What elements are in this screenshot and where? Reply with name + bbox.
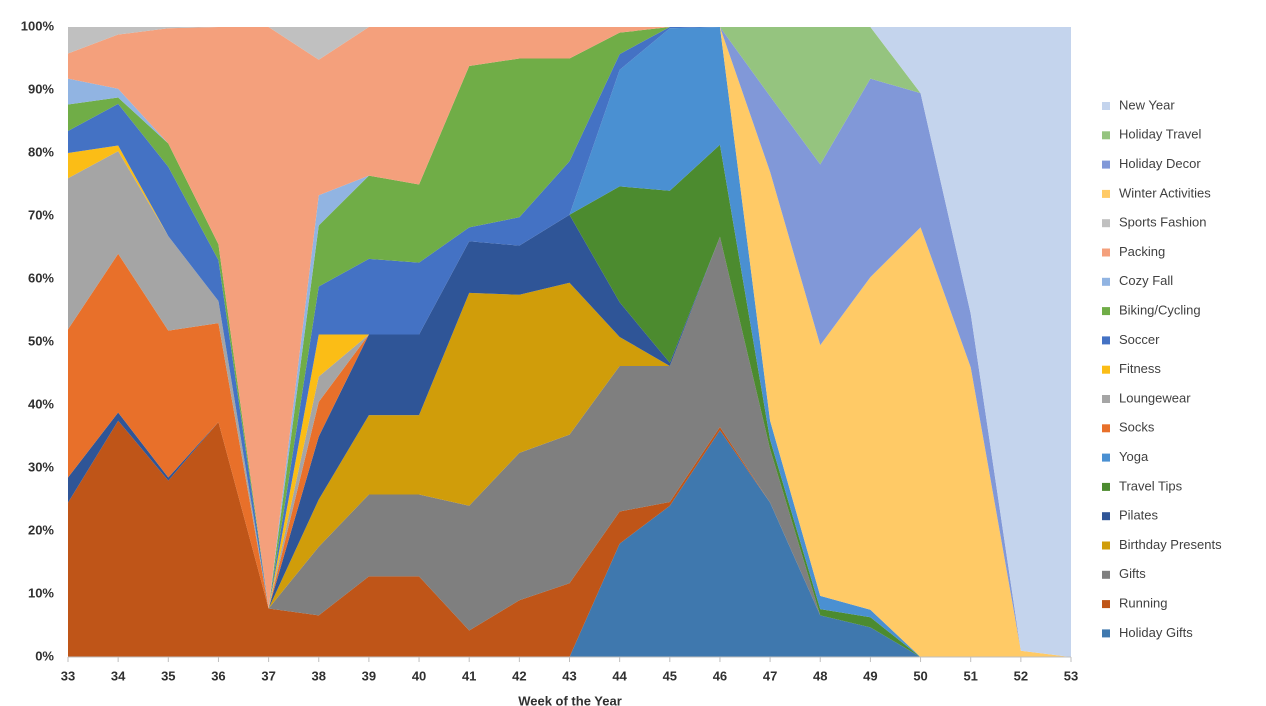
legend-swatch xyxy=(1102,453,1110,462)
legend-swatch xyxy=(1102,541,1110,550)
y-tick-label: 20% xyxy=(28,522,54,537)
area xyxy=(68,27,1071,657)
x-axis-label: Week of the Year xyxy=(518,693,622,706)
legend-swatch xyxy=(1102,219,1110,228)
x-tick-label: 39 xyxy=(362,668,376,683)
legend-label: Cozy Fall xyxy=(1119,273,1173,288)
legend-label: Holiday Decor xyxy=(1119,156,1201,171)
legend-swatch xyxy=(1102,131,1110,140)
y-tick-label: 10% xyxy=(28,585,54,600)
legend-label: Biking/Cycling xyxy=(1119,303,1201,318)
legend-label: Travel Tips xyxy=(1119,478,1183,493)
legend-swatch xyxy=(1102,277,1110,286)
legend-swatch xyxy=(1102,336,1110,345)
legend-label: New Year xyxy=(1119,97,1175,112)
y-tick-label: 60% xyxy=(28,270,54,285)
legend-swatch xyxy=(1102,365,1110,374)
x-tick-label: 52 xyxy=(1014,668,1028,683)
x-tick-label: 33 xyxy=(61,668,75,683)
y-tick-label: 0% xyxy=(35,648,54,663)
y-tick-label: 50% xyxy=(28,333,54,348)
legend-label: Birthday Presents xyxy=(1119,537,1222,552)
x-tick-label: 34 xyxy=(111,668,126,683)
y-tick-label: 100% xyxy=(21,18,55,33)
x-tick-label: 45 xyxy=(663,668,677,683)
area xyxy=(68,27,1071,657)
legend-label: Packing xyxy=(1119,244,1165,259)
y-tick-label: 70% xyxy=(28,207,54,222)
legend-label: Fitness xyxy=(1119,361,1161,376)
x-tick-label: 53 xyxy=(1064,668,1078,683)
legend-swatch xyxy=(1102,189,1110,198)
legend-label: Socks xyxy=(1119,420,1155,435)
legend-swatch xyxy=(1102,570,1110,579)
legend-swatch xyxy=(1102,395,1110,403)
x-tick-label: 38 xyxy=(312,668,326,683)
y-tick-label: 30% xyxy=(28,459,54,474)
legend-label: Running xyxy=(1119,596,1167,611)
y-tick-label: 90% xyxy=(28,81,54,96)
x-tick-label: 50 xyxy=(913,668,927,683)
x-tick-label: 42 xyxy=(512,668,526,683)
legend-label: Holiday Gifts xyxy=(1119,625,1193,640)
x-tick-label: 43 xyxy=(562,668,576,683)
x-tick-label: 36 xyxy=(211,668,225,683)
x-tick-label: 46 xyxy=(713,668,727,683)
area xyxy=(68,236,1071,658)
legend-swatch xyxy=(1102,248,1110,257)
legend-label: Loungewear xyxy=(1119,390,1191,405)
x-tick-label: 47 xyxy=(763,668,777,683)
legend-swatch xyxy=(1102,102,1110,110)
x-tick-label: 44 xyxy=(612,668,627,683)
legend-swatch xyxy=(1102,160,1110,169)
legend-label: Winter Activities xyxy=(1119,185,1211,200)
legend-swatch xyxy=(1102,307,1110,316)
legend-label: Sports Fashion xyxy=(1119,215,1206,230)
legend-swatch xyxy=(1102,600,1110,609)
legend-label: Yoga xyxy=(1119,449,1149,464)
x-tick-label: 51 xyxy=(963,668,977,683)
legend-label: Soccer xyxy=(1119,332,1160,347)
area xyxy=(68,236,1071,658)
legend-swatch xyxy=(1102,424,1110,433)
x-tick-label: 40 xyxy=(412,668,426,683)
area xyxy=(68,420,1071,657)
legend-label: Pilates xyxy=(1119,508,1159,523)
x-tick-label: 41 xyxy=(462,668,476,683)
legend-swatch xyxy=(1102,629,1110,638)
x-tick-label: 37 xyxy=(261,668,275,683)
area xyxy=(68,27,1071,657)
area xyxy=(68,27,1071,657)
area xyxy=(68,27,1071,657)
legend-label: Gifts xyxy=(1119,566,1146,581)
legend-swatch xyxy=(1102,512,1110,521)
y-tick-label: 80% xyxy=(28,144,54,159)
x-tick-label: 35 xyxy=(161,668,175,683)
y-tick-label: 40% xyxy=(28,396,54,411)
x-tick-label: 49 xyxy=(863,668,877,683)
legend-swatch xyxy=(1102,482,1110,491)
x-tick-label: 48 xyxy=(813,668,827,683)
legend-label: Holiday Travel xyxy=(1119,127,1201,142)
